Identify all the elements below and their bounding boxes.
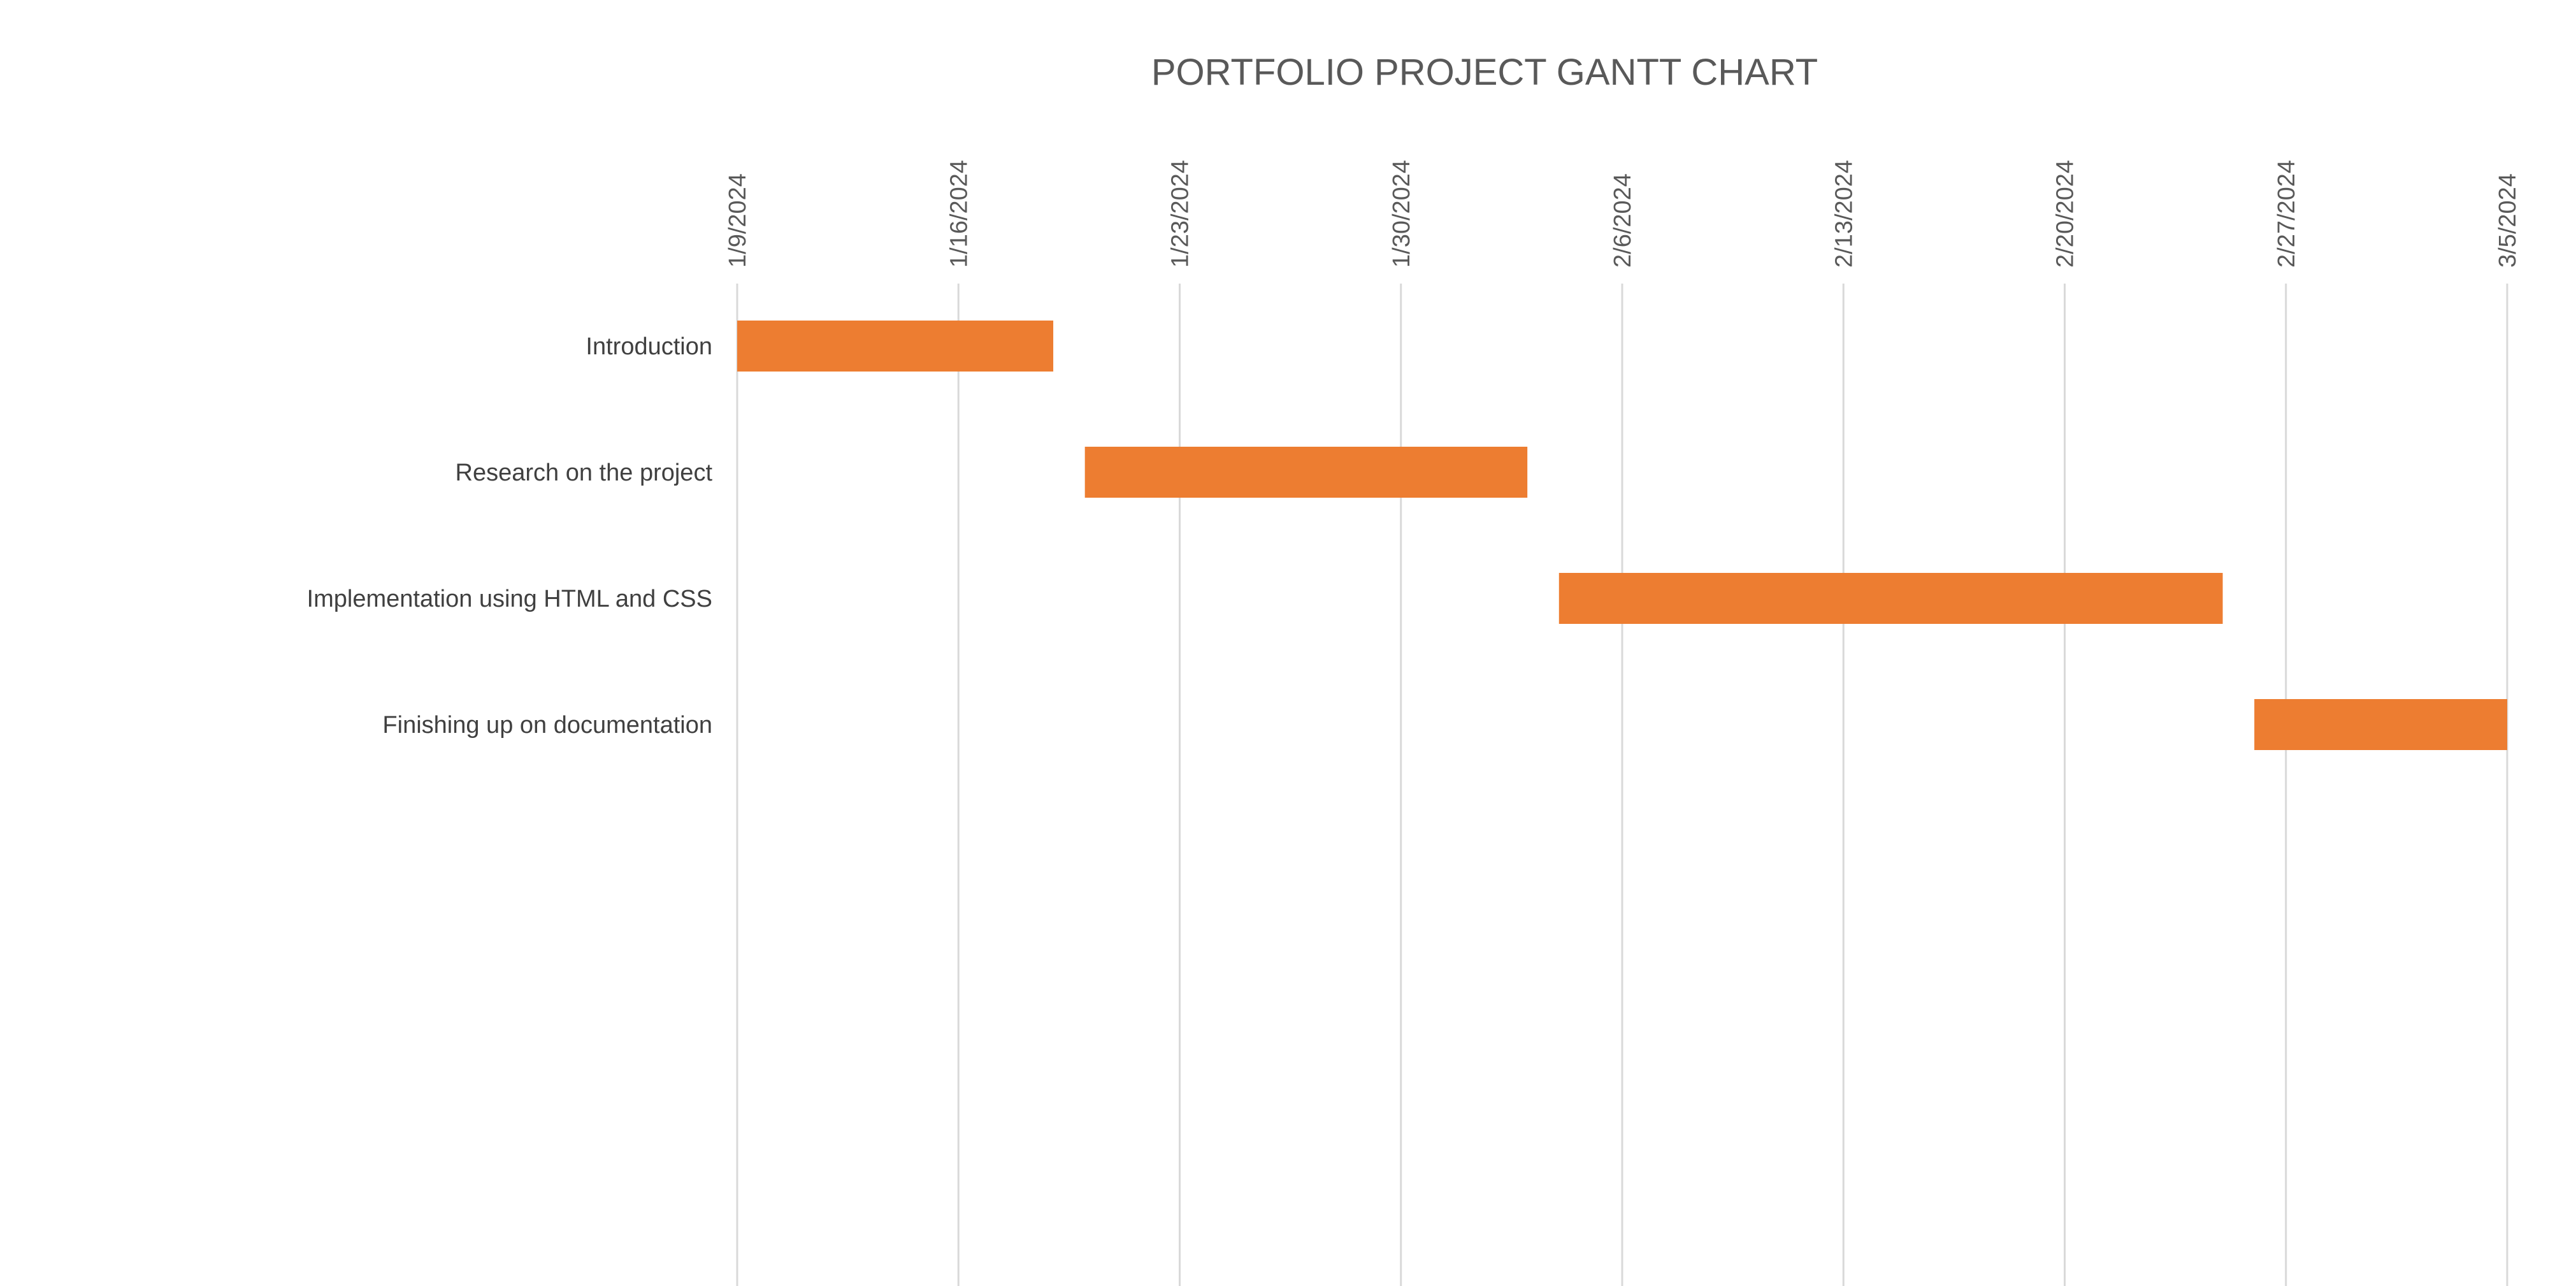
task-bar (1084, 447, 1528, 498)
x-tick-label: 2/6/2024 (1609, 173, 1636, 268)
task-label: Introduction (586, 333, 712, 360)
x-tick-label: 2/13/2024 (1831, 160, 1857, 268)
task-bars (737, 321, 2507, 750)
task-bar (1558, 573, 2223, 624)
x-tick-label: 1/30/2024 (1388, 160, 1415, 268)
x-tick-label: 1/16/2024 (946, 160, 972, 268)
task-bar (2254, 699, 2507, 750)
x-tick-label: 2/27/2024 (2273, 160, 2300, 268)
task-labels: Introduction Research on the project Imple… (307, 333, 713, 739)
chart-title: PORTFOLIO PROJECT GANTT CHART (1151, 52, 1818, 93)
task-label: Implementation using HTML and CSS (307, 586, 712, 612)
x-tick-label: 1/9/2024 (724, 173, 751, 268)
task-bar (737, 321, 1054, 372)
gridlines (736, 284, 2508, 1286)
x-tick-label: 2/20/2024 (2052, 160, 2079, 268)
x-tick-label: 3/5/2024 (2494, 173, 2521, 268)
task-label: Research on the project (456, 459, 713, 486)
task-label: Finishing up on documentation (382, 712, 712, 739)
x-tick-label: 1/23/2024 (1167, 160, 1194, 268)
x-axis-tick-labels: 1/9/2024 1/16/2024 1/23/2024 1/30/2024 2/6/2… (724, 160, 2521, 268)
